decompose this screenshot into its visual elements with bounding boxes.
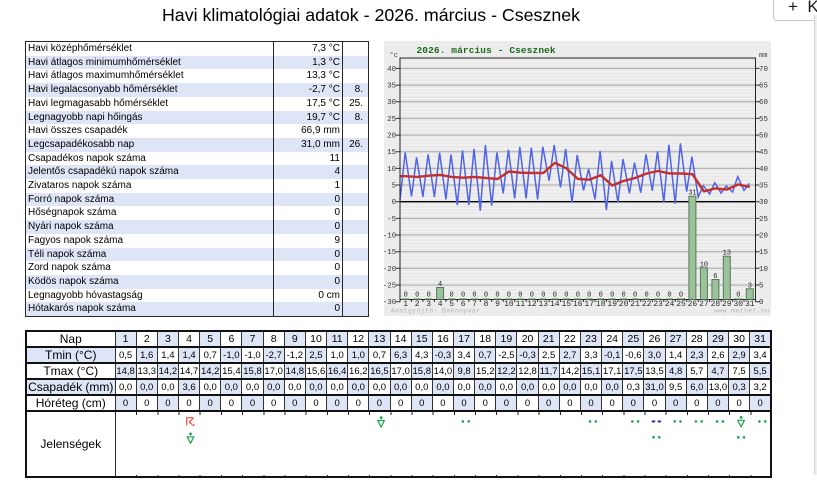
svg-text:0: 0 xyxy=(552,292,556,300)
svg-text:3: 3 xyxy=(426,300,431,309)
svg-text:16: 16 xyxy=(572,300,582,309)
svg-text:25: 25 xyxy=(676,300,686,309)
svg-text:-10: -10 xyxy=(384,233,397,241)
svg-text:18: 18 xyxy=(595,300,605,309)
svg-text:30: 30 xyxy=(387,99,397,107)
svg-text:10: 10 xyxy=(759,266,769,274)
svg-text:40: 40 xyxy=(759,166,769,174)
svg-text:www.metnet.hu: www.metnet.hu xyxy=(714,308,769,315)
svg-text:31: 31 xyxy=(688,190,696,198)
svg-text:31: 31 xyxy=(744,300,754,309)
svg-text:60: 60 xyxy=(759,99,769,107)
svg-text:25: 25 xyxy=(387,116,397,124)
svg-text:15: 15 xyxy=(759,249,769,257)
svg-text:24: 24 xyxy=(664,300,674,309)
svg-text:mm: mm xyxy=(759,52,767,60)
svg-text:10: 10 xyxy=(699,261,707,269)
svg-text:13: 13 xyxy=(538,300,548,309)
svg-text:0: 0 xyxy=(632,292,636,300)
svg-text:0: 0 xyxy=(483,292,487,300)
svg-text:26: 26 xyxy=(687,300,697,309)
svg-text:0: 0 xyxy=(518,292,522,300)
svg-text:70: 70 xyxy=(759,66,769,74)
svg-text:12: 12 xyxy=(527,300,537,309)
svg-text:°c: °c xyxy=(389,51,397,60)
svg-text:30: 30 xyxy=(759,199,769,207)
svg-text:0: 0 xyxy=(759,299,764,307)
svg-text:65: 65 xyxy=(759,83,769,91)
svg-text:7: 7 xyxy=(472,300,477,309)
svg-text:45: 45 xyxy=(759,149,769,157)
svg-text:25: 25 xyxy=(759,216,769,224)
svg-text:6: 6 xyxy=(713,273,717,281)
svg-text:20: 20 xyxy=(387,133,397,141)
svg-text:15: 15 xyxy=(561,300,571,309)
svg-text:10: 10 xyxy=(387,166,397,174)
svg-text:14: 14 xyxy=(549,300,559,309)
svg-text:20: 20 xyxy=(759,233,769,241)
svg-text:17: 17 xyxy=(584,300,594,309)
svg-text:20: 20 xyxy=(618,300,628,309)
svg-text:2026. március - Csesznek: 2026. március - Csesznek xyxy=(416,45,555,56)
svg-text:5: 5 xyxy=(449,300,454,309)
svg-text:10: 10 xyxy=(504,300,514,309)
svg-text:0: 0 xyxy=(472,292,476,300)
svg-text:0: 0 xyxy=(564,292,568,300)
svg-text:0: 0 xyxy=(403,292,407,300)
svg-text:0: 0 xyxy=(736,292,740,300)
svg-text:0: 0 xyxy=(495,292,499,300)
svg-text:0: 0 xyxy=(667,292,671,300)
svg-text:0: 0 xyxy=(426,292,430,300)
svg-text:11: 11 xyxy=(515,300,525,309)
svg-text:0: 0 xyxy=(644,292,648,300)
svg-text:0: 0 xyxy=(621,292,625,300)
svg-text:-30: -30 xyxy=(384,299,397,307)
svg-text:55: 55 xyxy=(759,116,769,124)
svg-text:9: 9 xyxy=(495,300,500,309)
svg-text:0: 0 xyxy=(529,292,533,300)
svg-text:23: 23 xyxy=(653,300,663,309)
svg-text:40: 40 xyxy=(387,66,397,74)
svg-text:-20: -20 xyxy=(384,266,397,274)
svg-text:0: 0 xyxy=(506,292,510,300)
svg-text:22: 22 xyxy=(641,300,651,309)
svg-text:28: 28 xyxy=(710,300,720,309)
svg-text:5: 5 xyxy=(759,283,764,291)
svg-text:30: 30 xyxy=(733,300,743,309)
svg-text:0: 0 xyxy=(415,292,419,300)
svg-text:35: 35 xyxy=(387,83,397,91)
svg-text:0: 0 xyxy=(678,292,682,300)
svg-text:0: 0 xyxy=(575,292,579,300)
svg-text:4: 4 xyxy=(437,300,442,309)
svg-text:0: 0 xyxy=(460,292,464,300)
svg-text:29: 29 xyxy=(721,300,731,309)
svg-text:Adatgyűjtő: Bakonyvár: Adatgyűjtő: Bakonyvár xyxy=(390,308,479,315)
svg-text:3: 3 xyxy=(747,282,751,290)
svg-text:21: 21 xyxy=(630,300,640,309)
svg-text:0: 0 xyxy=(541,292,545,300)
svg-text:-25: -25 xyxy=(384,283,397,291)
svg-text:5: 5 xyxy=(391,183,396,191)
svg-text:8: 8 xyxy=(483,300,488,309)
svg-text:2: 2 xyxy=(414,300,419,309)
svg-text:0: 0 xyxy=(655,292,659,300)
svg-text:0: 0 xyxy=(449,292,453,300)
svg-text:35: 35 xyxy=(759,183,769,191)
svg-text:6: 6 xyxy=(460,300,465,309)
svg-text:-15: -15 xyxy=(384,249,397,257)
svg-text:0: 0 xyxy=(598,292,602,300)
svg-text:0: 0 xyxy=(587,292,591,300)
svg-text:1: 1 xyxy=(403,300,408,309)
svg-text:19: 19 xyxy=(607,300,617,309)
svg-text:0: 0 xyxy=(610,292,614,300)
svg-text:15: 15 xyxy=(387,149,397,157)
svg-text:-5: -5 xyxy=(387,216,397,224)
svg-text:13: 13 xyxy=(722,250,730,258)
svg-text:4: 4 xyxy=(437,281,441,289)
svg-text:27: 27 xyxy=(699,300,709,309)
svg-text:0: 0 xyxy=(391,199,396,207)
svg-text:50: 50 xyxy=(759,133,769,141)
